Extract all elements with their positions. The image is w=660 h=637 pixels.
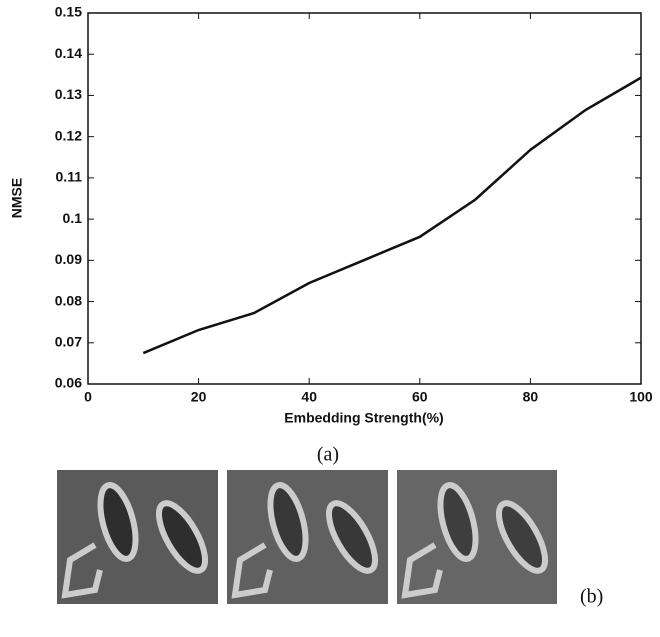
image-2 [227, 470, 388, 604]
y-tick-label: 0.13 [55, 86, 82, 102]
y-tick-label: 0.15 [55, 4, 82, 20]
y-tick-label: 0.08 [55, 292, 82, 308]
y-tick-label: 0.12 [55, 127, 82, 143]
image-panels [57, 470, 557, 604]
x-tick-label: 0 [84, 389, 92, 405]
y-axis-label: NMSE [9, 178, 25, 218]
x-tick-label: 80 [523, 389, 539, 405]
y-tick-label: 0.11 [56, 169, 83, 185]
y-tick-label: 0.07 [55, 333, 82, 349]
y-tick-label: 0.1 [63, 210, 83, 226]
image-3 [397, 470, 557, 604]
y-tick-label: 0.06 [55, 375, 82, 391]
x-tick-label: 40 [301, 389, 317, 405]
axes-box [87, 12, 642, 385]
image-1 [57, 470, 218, 604]
caption-a: (a) [317, 444, 339, 466]
x-tick-label: 100 [629, 389, 653, 405]
x-axis-label: Embedding Strength(%) [284, 410, 443, 426]
x-tick-label: 60 [412, 389, 428, 405]
y-tick-label: 0.09 [55, 251, 82, 267]
x-tick-label: 20 [191, 389, 207, 405]
y-tick-label: 0.14 [55, 45, 82, 61]
caption-b: (b) [580, 586, 603, 608]
data-line [142, 76, 642, 355]
